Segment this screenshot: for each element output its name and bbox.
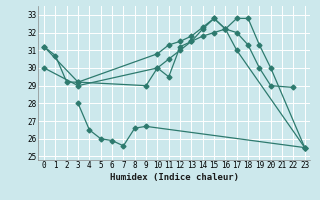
X-axis label: Humidex (Indice chaleur): Humidex (Indice chaleur) — [110, 173, 239, 182]
